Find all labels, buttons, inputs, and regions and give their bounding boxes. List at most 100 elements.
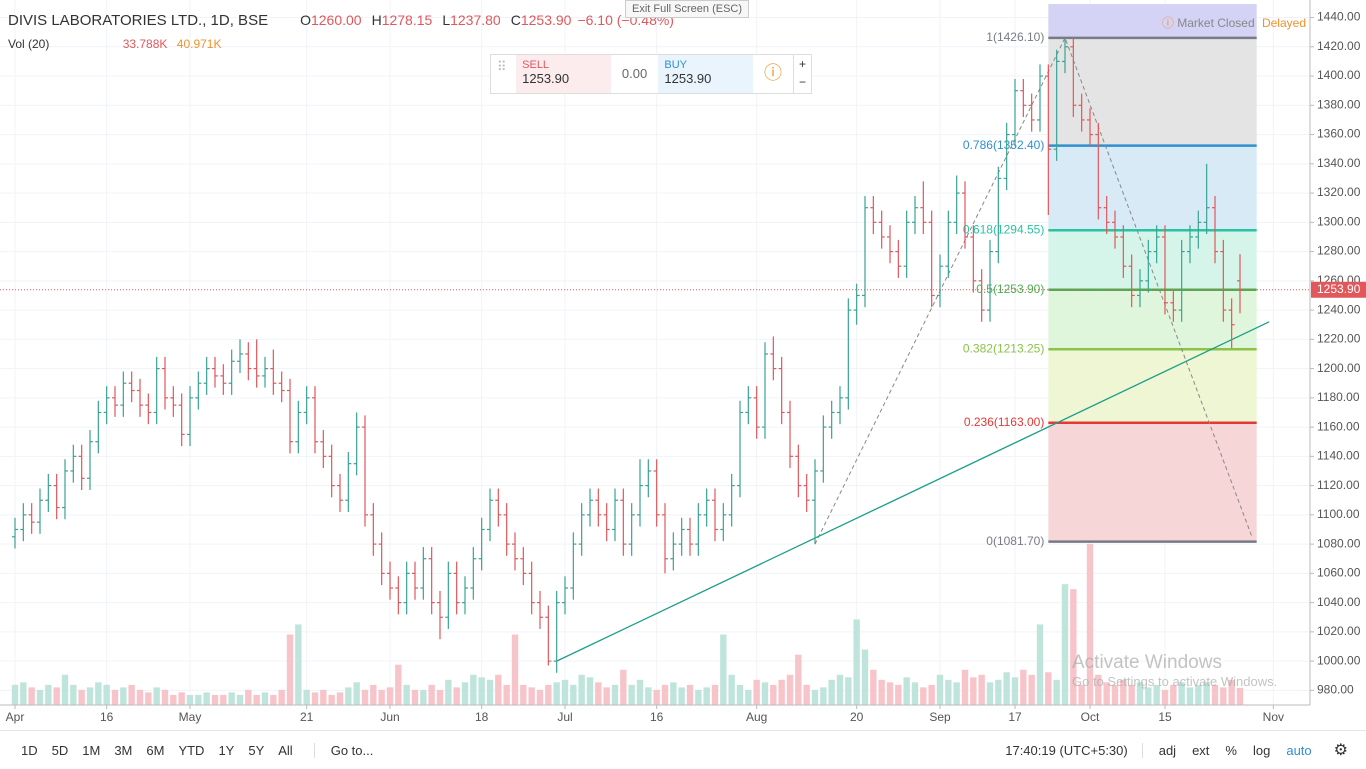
fib-band bbox=[1048, 145, 1257, 231]
volume-bar bbox=[561, 679, 569, 705]
range-button[interactable]: 3M bbox=[114, 742, 133, 758]
x-tick-label: 18 bbox=[475, 710, 489, 724]
last-price-tag bbox=[1311, 281, 1366, 298]
drag-handle[interactable]: ⠿ bbox=[497, 59, 507, 74]
x-tick-label: Oct bbox=[1081, 710, 1100, 724]
volume-bar bbox=[1053, 679, 1060, 705]
volume-bar bbox=[670, 682, 677, 705]
y-tick-label: 1020.00 bbox=[1317, 624, 1361, 638]
volume-bar bbox=[411, 689, 419, 705]
range-button[interactable]: YTD bbox=[178, 742, 205, 758]
volume-bar bbox=[1170, 684, 1177, 705]
volume-bar bbox=[728, 674, 735, 705]
fib-band bbox=[1048, 230, 1257, 290]
volume-bar bbox=[503, 684, 510, 705]
symbol-title: DIVIS LABORATORIES LTD., 1D, BSE bbox=[8, 12, 269, 29]
volume-bar bbox=[36, 689, 44, 705]
volume-bar bbox=[1020, 669, 1027, 705]
volume-bar bbox=[486, 679, 494, 705]
ohlc-key: O bbox=[300, 12, 311, 28]
volume-value: 33.788K bbox=[122, 37, 168, 51]
option-button[interactable]: ext bbox=[1192, 742, 1210, 758]
goto[interactable]: Go to... bbox=[313, 742, 373, 758]
fib-band bbox=[1048, 422, 1257, 542]
option-button[interactable]: adj bbox=[1158, 742, 1177, 758]
volume-bar bbox=[961, 669, 969, 705]
fib-label: 0.5(1253.90) bbox=[976, 282, 1044, 296]
volume-bar bbox=[328, 694, 335, 705]
clock: 17:40:19 (UTC+5:30) bbox=[1005, 742, 1128, 758]
y-tick-label: 1220.00 bbox=[1317, 332, 1361, 346]
x-tick-label: 16 bbox=[650, 710, 664, 724]
volume-bar bbox=[1011, 677, 1019, 705]
ohlc-value: 1278.15 bbox=[381, 12, 433, 28]
exit-full-screen[interactable]: Exit Full Screen (ESC) bbox=[625, 0, 750, 18]
volume-bar bbox=[1211, 684, 1219, 705]
info-icon[interactable]: ⓘ bbox=[764, 63, 783, 83]
volume-bar bbox=[1070, 589, 1077, 705]
volume-bar bbox=[511, 634, 519, 705]
volume-bar bbox=[828, 679, 835, 705]
spin-buttons[interactable]: + − bbox=[793, 55, 811, 93]
volume-bar bbox=[853, 619, 860, 705]
volume-bar bbox=[336, 692, 344, 705]
watermark-text: Go to Settings to activate Windows. bbox=[1072, 674, 1278, 689]
volume-bar bbox=[278, 689, 285, 705]
volume-bar bbox=[1003, 672, 1010, 705]
volume-bar bbox=[878, 679, 885, 705]
volume-bar bbox=[45, 684, 52, 705]
volume-bar bbox=[1203, 682, 1210, 705]
ohlc-key: H bbox=[371, 12, 382, 28]
volume-bar bbox=[795, 654, 802, 705]
option-button[interactable]: auto bbox=[1286, 742, 1312, 758]
volume-bar bbox=[570, 684, 577, 705]
settings[interactable]: ⚙ bbox=[1333, 742, 1348, 759]
volume-bar bbox=[170, 694, 177, 705]
x-tick-label: 21 bbox=[300, 710, 314, 724]
volume-bar bbox=[845, 677, 852, 705]
range-button[interactable]: 5Y bbox=[248, 742, 265, 758]
ohlc-key: C bbox=[510, 12, 521, 28]
volume-bar bbox=[1220, 687, 1227, 705]
volume-bar bbox=[886, 682, 894, 705]
buy-button[interactable]: BUY 1253.90 bbox=[658, 55, 753, 93]
range-button[interactable]: 1D bbox=[21, 742, 38, 758]
volume-bar bbox=[203, 692, 210, 705]
volume-bar bbox=[211, 694, 219, 705]
volume-bar bbox=[1036, 624, 1044, 705]
volume-bar bbox=[1153, 684, 1160, 705]
y-tick-label: 1420.00 bbox=[1317, 39, 1361, 53]
range-button[interactable]: 1Y bbox=[218, 742, 235, 758]
volume-bar bbox=[370, 684, 377, 705]
volume-bar bbox=[236, 694, 244, 705]
volume-bar bbox=[520, 684, 527, 705]
volume-bar bbox=[136, 689, 144, 705]
range-button[interactable]: 6M bbox=[146, 742, 165, 758]
volume-bar bbox=[711, 684, 719, 705]
range-button[interactable]: 5D bbox=[51, 742, 69, 758]
x-tick-label: 20 bbox=[850, 710, 864, 724]
volume-bar bbox=[53, 687, 60, 705]
y-tick-label: 1240.00 bbox=[1317, 302, 1361, 316]
volume-bar bbox=[245, 689, 252, 705]
option-button[interactable]: % bbox=[1225, 742, 1237, 758]
volume-bar bbox=[128, 684, 135, 705]
fib-band bbox=[1048, 37, 1257, 146]
volume-bar bbox=[161, 689, 169, 705]
sell-button[interactable]: SELL 1253.90 bbox=[516, 55, 611, 93]
volume-bar bbox=[870, 669, 877, 705]
volume-bar bbox=[995, 679, 1002, 705]
range-button[interactable]: All bbox=[278, 742, 293, 758]
option-button[interactable]: log bbox=[1252, 742, 1271, 758]
y-tick-label: 1140.00 bbox=[1317, 449, 1360, 463]
range-button[interactable]: 1M bbox=[82, 742, 101, 758]
volume-bar bbox=[695, 689, 702, 705]
volume-ma: 40.971K bbox=[176, 37, 222, 51]
fib-band bbox=[1048, 289, 1257, 350]
volume-bar bbox=[470, 674, 477, 705]
volume-bar bbox=[378, 689, 385, 705]
volume-bar bbox=[1103, 682, 1110, 705]
market-status: ⓘ Market Closed Delayed bbox=[1161, 16, 1306, 30]
y-tick-label: 1040.00 bbox=[1317, 595, 1361, 609]
